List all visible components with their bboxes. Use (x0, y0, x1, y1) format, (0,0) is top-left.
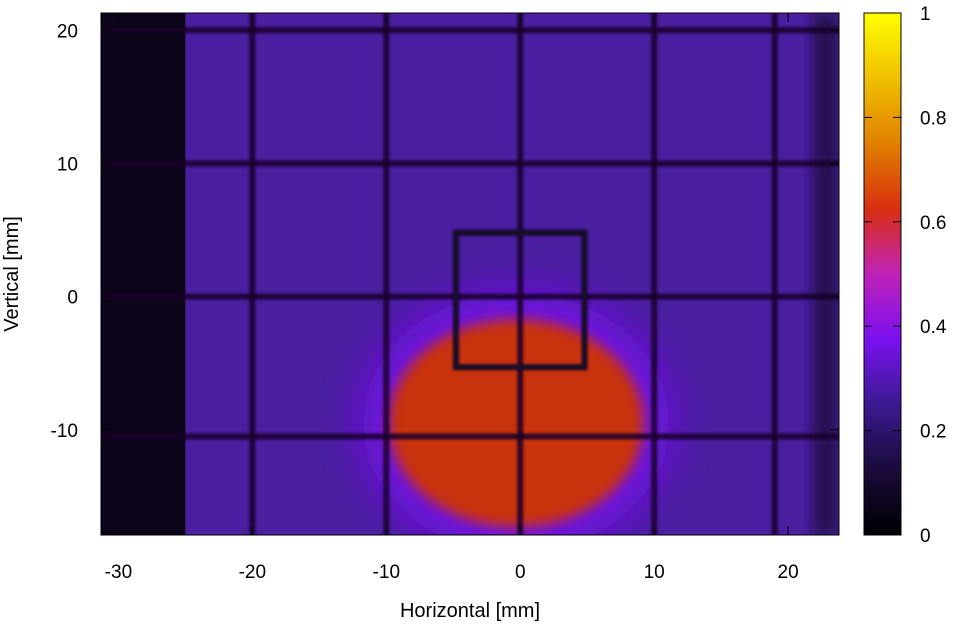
colorbar-tick-label: 0.2 (920, 422, 946, 443)
colorbar-tick-label: 0.8 (920, 108, 946, 129)
y-tick-label: 20 (57, 21, 78, 42)
grid-bars (101, 13, 839, 535)
colorbar-tick-label: 0.6 (920, 213, 946, 234)
y-tick-label: 0 (67, 288, 78, 309)
dark-left-region (101, 13, 186, 535)
colorbar (863, 12, 902, 536)
y-axis-title: Vertical [mm] (1, 216, 23, 332)
colorbar-tick-label: 1 (920, 4, 931, 25)
x-tick-label: -10 (373, 562, 400, 583)
central-frame (452, 229, 588, 371)
x-tick-label: 10 (644, 562, 665, 583)
heatmap-plot-area (101, 13, 839, 535)
y-tick-label: -10 (51, 421, 78, 442)
x-axis-ticks: -30 -20 -10 0 10 20 (105, 13, 799, 583)
x-tick-label: -30 (105, 562, 132, 583)
x-tick-label: 20 (778, 562, 799, 583)
plot-border (100, 12, 840, 536)
x-tick-label: 0 (515, 562, 526, 583)
y-tick-label: 10 (57, 154, 78, 175)
colorbar-tick-label: 0 (920, 526, 931, 547)
colorbar-ticks: 0 0.2 0.4 0.6 0.8 1 (864, 4, 947, 547)
colorbar-tick-label: 0.4 (920, 317, 947, 338)
central-frame-rect (452, 229, 588, 371)
x-tick-label: -20 (239, 562, 266, 583)
x-axis-title: Horizontal [mm] (400, 600, 540, 622)
right-edge-shade (812, 13, 839, 535)
beam-spot (388, 319, 644, 528)
y-axis-ticks: -10 0 10 20 (51, 21, 839, 442)
